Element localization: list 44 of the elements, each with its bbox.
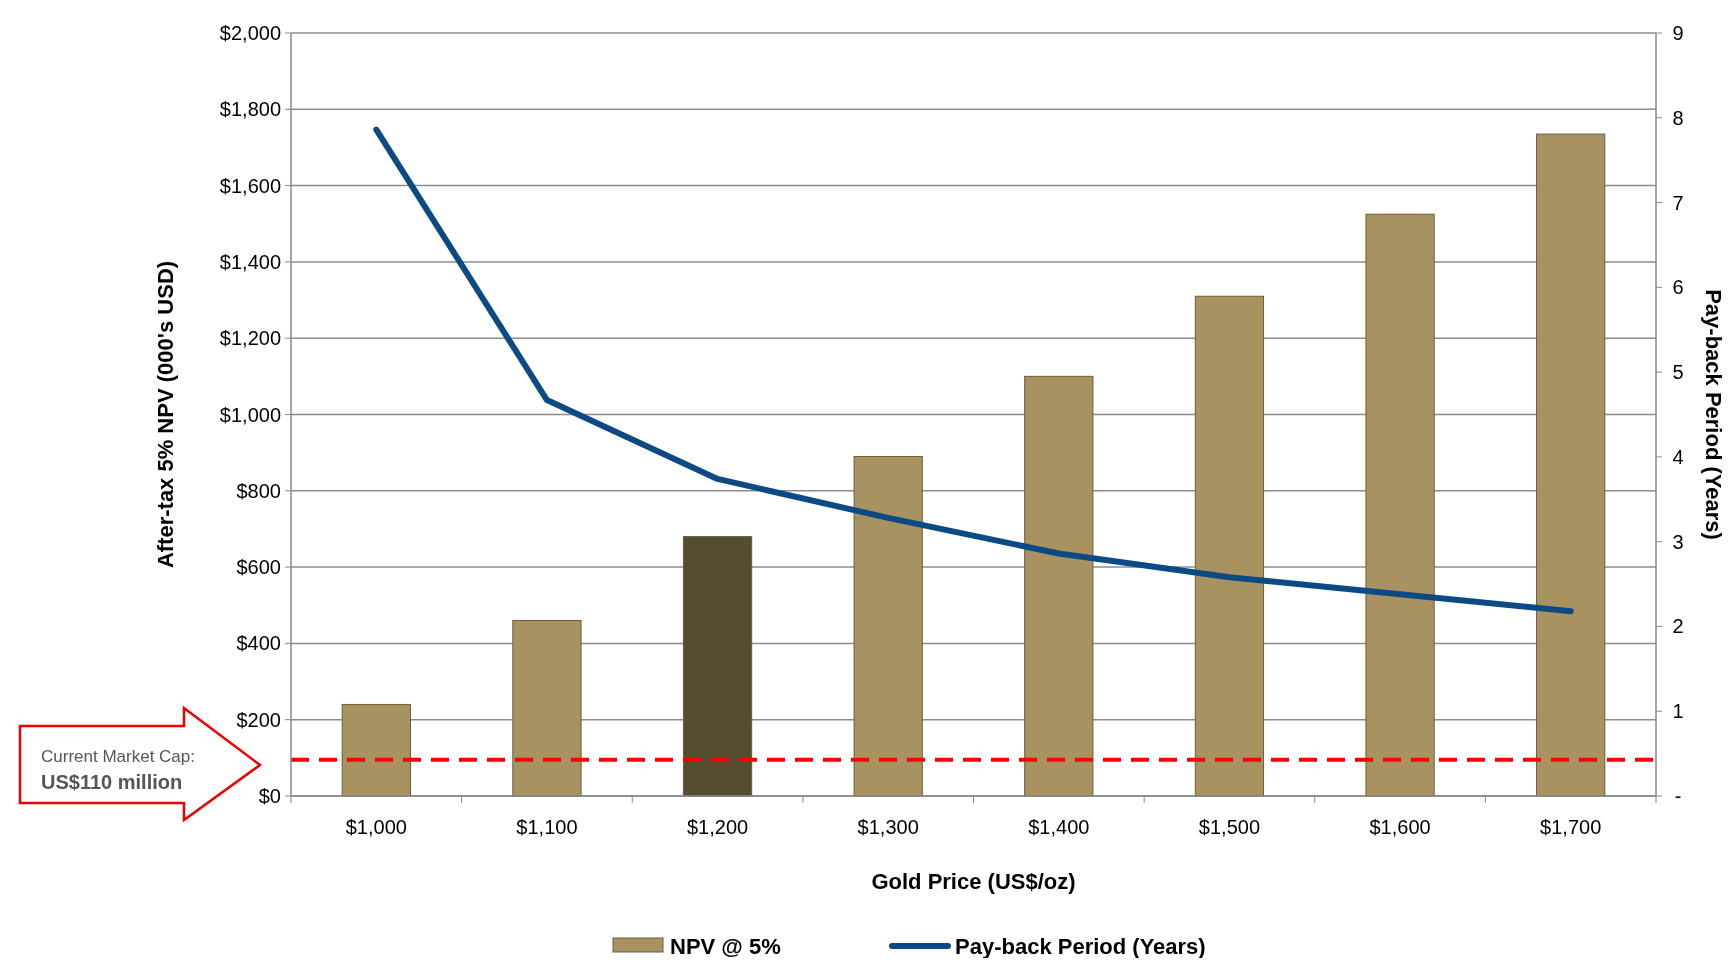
bar	[341, 703, 411, 797]
y-tick-label: $600	[236, 556, 281, 579]
text: Current Market Cap:	[41, 747, 195, 766]
y2-tick-label: 6	[1672, 276, 1684, 299]
x-tick-label: $1,400	[1028, 816, 1090, 838]
y2-tick-label: 3	[1672, 530, 1684, 553]
y-tick-label: $200	[236, 708, 281, 731]
y2-tick-label: 7	[1672, 191, 1684, 214]
y-tick-label: $1,400	[219, 250, 281, 273]
y-tick-label: $2,000	[219, 22, 281, 44]
x-tick-label: $1,500	[1198, 816, 1261, 838]
bar	[1365, 213, 1435, 797]
y-tick-label: $800	[236, 479, 281, 502]
bar	[853, 455, 923, 797]
y-tick-label: $1,600	[219, 174, 281, 197]
bar	[512, 620, 582, 797]
y-tick-label: $1,000	[219, 403, 281, 426]
x-tick-label: $1,700	[1540, 816, 1602, 838]
y-tick-label: $400	[236, 632, 281, 655]
y-tick-label: $0	[258, 785, 281, 807]
bar	[1194, 295, 1265, 797]
y2-tick-label: 5	[1672, 361, 1684, 384]
x-tick-label: $1,600	[1369, 816, 1431, 838]
y2-tick-label: -	[1674, 785, 1682, 807]
x-tick-label: $1,300	[857, 816, 919, 838]
x-tick-label: $1,100	[516, 816, 578, 838]
x-tick-label: $1,000	[345, 816, 407, 838]
y2-tick-label: 9	[1672, 22, 1684, 44]
text: US$110 million	[41, 771, 183, 793]
y2-tick-label: 1	[1672, 700, 1684, 723]
y2-tick-label: 8	[1672, 106, 1684, 129]
bar	[1536, 133, 1606, 797]
y-axis-title: After-tax 5% NPV (000's USD)	[153, 260, 178, 569]
x-axis-title: Gold Price (US$/oz)	[871, 869, 1076, 894]
legend-label: NPV @ 5%	[670, 933, 781, 959]
y-tick-label: $1,200	[219, 327, 281, 350]
y2-axis-title: Pay-back Period (Years)	[1701, 289, 1726, 540]
bar	[682, 536, 753, 797]
y2-tick-label: 2	[1672, 615, 1684, 638]
legend-label: Pay-back Period (Years)	[955, 933, 1206, 959]
x-tick-label: $1,200	[686, 816, 749, 838]
bar	[1024, 375, 1094, 797]
y2-tick-label: 4	[1672, 445, 1684, 468]
y-tick-label: $1,800	[219, 98, 281, 121]
